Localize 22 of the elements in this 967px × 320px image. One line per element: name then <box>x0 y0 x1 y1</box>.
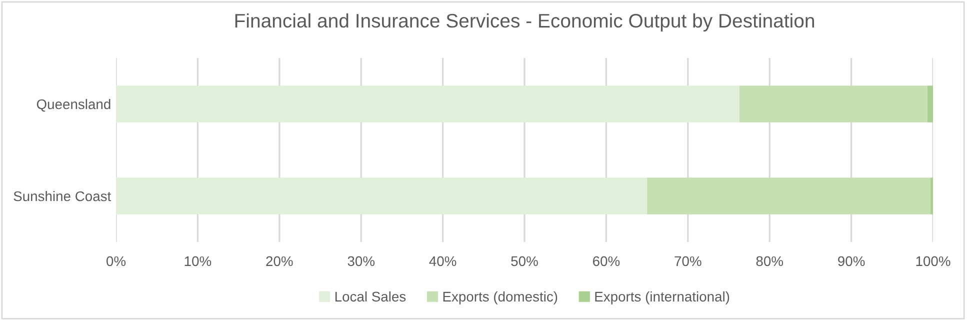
x-tick-label: 90% <box>838 256 865 266</box>
y-tick-label: Sunshine Coast <box>14 190 112 202</box>
bar <box>116 178 648 214</box>
x-tick-label: 50% <box>511 256 538 266</box>
bar <box>739 86 928 122</box>
x-tick-label: 20% <box>266 256 293 266</box>
x-tick-label: 10% <box>184 256 212 266</box>
x-tick-label: 70% <box>674 256 702 266</box>
legend-label: Exports (international) <box>595 291 730 304</box>
x-tick-label: 0% <box>106 256 126 266</box>
bar <box>927 86 933 122</box>
x-tick-label: 60% <box>593 256 620 266</box>
x-tick-label: 40% <box>429 256 456 266</box>
x-tick-label: 80% <box>756 256 784 266</box>
y-tick-label: Queensland <box>36 98 110 112</box>
bar <box>116 86 740 122</box>
x-tick-label: 100% <box>916 256 950 266</box>
legend-label: Local Sales <box>335 291 406 302</box>
legend-label: Exports (domestic) <box>443 291 558 304</box>
bar <box>647 178 931 214</box>
x-tick-label: 30% <box>348 256 375 266</box>
chart-title: Financial and Insurance Services - Economic Output by Destination <box>235 13 814 32</box>
